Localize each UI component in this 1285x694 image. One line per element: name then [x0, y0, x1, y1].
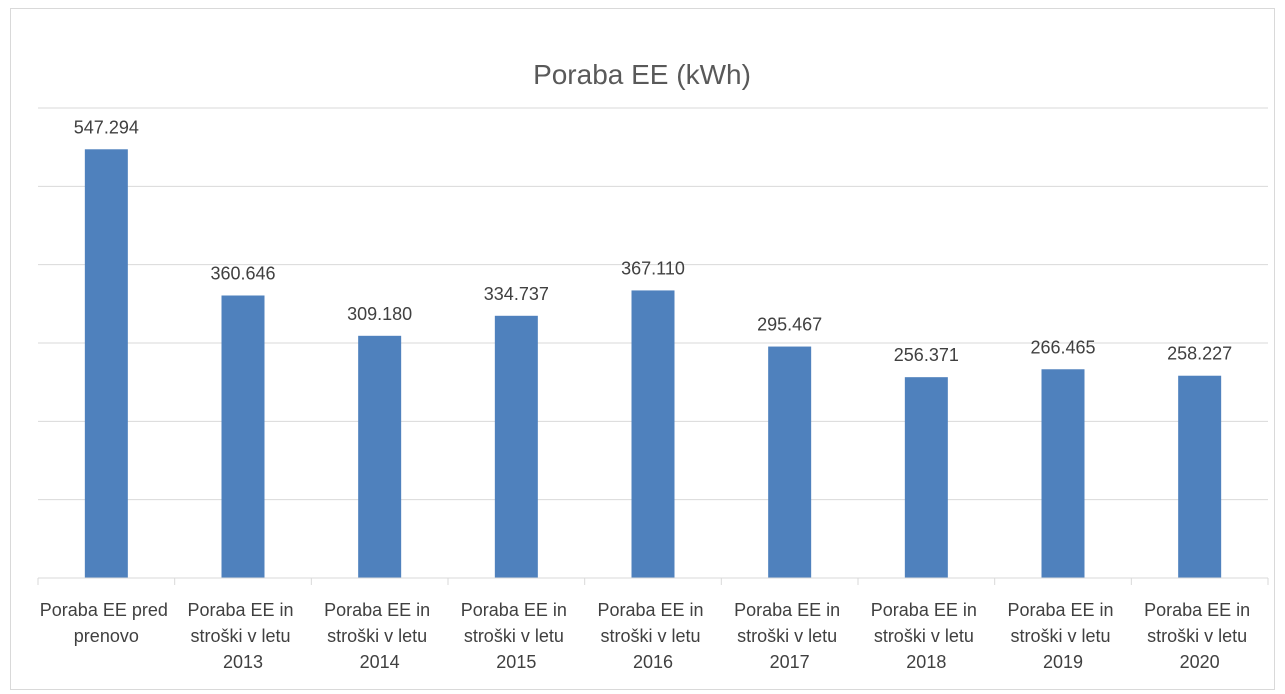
x-tick-label: Poraba EE in stroški v letu 2016 [597, 600, 708, 672]
bar [904, 377, 948, 578]
x-tick-label: Poraba EE in stroški v letu 2015 [461, 600, 572, 672]
x-tick-label: Poraba EE in stroški v letu 2020 [1144, 600, 1255, 672]
x-tick-label: Poraba EE in stroški v letu 2017 [734, 600, 845, 672]
chart-title: Poraba EE (kWh) [533, 59, 751, 90]
bar [1178, 375, 1222, 578]
data-label: 367.110 [621, 258, 685, 278]
data-label: 547.294 [74, 117, 139, 137]
bar [221, 295, 265, 578]
data-label: 258.227 [1167, 344, 1232, 364]
bar [1041, 369, 1085, 578]
data-label: 334.737 [484, 284, 549, 304]
x-tick-label: Poraba EE in stroški v letu 2014 [324, 600, 435, 672]
data-label: 360.646 [210, 263, 275, 283]
x-tick-label: Poraba EE in stroški v letu 2013 [187, 600, 298, 672]
bar [358, 335, 402, 578]
x-tick-label: Poraba EE in stroški v letu 2018 [871, 600, 982, 672]
bar [768, 346, 812, 578]
data-label: 295.467 [757, 315, 822, 335]
bar [494, 315, 538, 578]
x-tick-label: Poraba EE in stroški v letu 2019 [1007, 600, 1118, 672]
bar [631, 290, 675, 578]
data-label: 266.465 [1030, 337, 1095, 357]
data-label: 256.371 [894, 345, 959, 365]
x-tick-label: Poraba EE pred prenovo [40, 600, 173, 646]
data-label: 309.180 [347, 304, 412, 324]
bar [84, 149, 128, 578]
